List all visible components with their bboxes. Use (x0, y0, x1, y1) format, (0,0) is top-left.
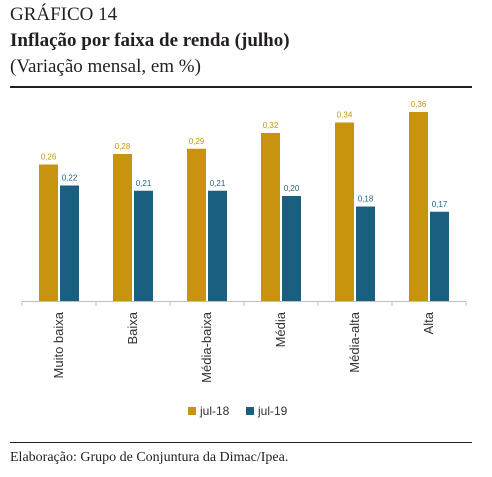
value-label-jul-19-1: 0,21 (136, 179, 152, 188)
bar-jul-18-2 (187, 148, 206, 301)
value-label-jul-19-3: 0,20 (284, 184, 300, 193)
value-labels-group: 0,26 0,22 0,28 0,21 0,29 0,21 0,32 0,20 0,34 0,18… (41, 100, 448, 209)
chart-subtitle: (Variação mensal, em %) (10, 56, 201, 77)
legend-swatch-jul-19 (246, 407, 254, 415)
category-label: Alta (421, 311, 436, 334)
bar-jul-19-0 (60, 185, 79, 301)
category-label: Média-alta (347, 311, 362, 372)
bar-jul-19-2 (208, 190, 227, 301)
bottom-rule (10, 442, 472, 443)
value-label-jul-19-5: 0,17 (432, 200, 448, 209)
value-label-jul-18-4: 0,34 (337, 111, 353, 120)
bar-jul-18-5 (409, 112, 428, 301)
x-axis-ticks (21, 301, 467, 306)
bar-jul-18-4 (335, 122, 354, 301)
value-label-jul-18-2: 0,29 (189, 137, 205, 146)
bar-jul-18-0 (39, 164, 58, 301)
bar-jul-19-1 (134, 190, 153, 301)
top-rule (10, 86, 472, 88)
category-label: Muito baixa (51, 311, 66, 378)
chart-title: Inflação por faixa de renda (julho) (10, 30, 290, 51)
value-label-jul-18-3: 0,32 (263, 121, 279, 130)
source-note: Elaboração: Grupo de Conjuntura da Dimac… (10, 450, 289, 465)
bars-group (39, 112, 449, 301)
legend-label-jul-19: jul-19 (257, 404, 288, 418)
value-label-jul-19-0: 0,22 (62, 174, 78, 183)
category-label: Baixa (125, 311, 140, 344)
bar-jul-18-3 (261, 133, 280, 301)
value-label-jul-18-5: 0,36 (411, 100, 427, 109)
legend-swatch-jul-18 (188, 407, 196, 415)
category-label: Média-baixa (199, 311, 214, 383)
figure-label: GRÁFICO 14 (10, 4, 118, 25)
value-label-jul-18-1: 0,28 (115, 142, 131, 151)
bar-jul-18-1 (113, 154, 132, 301)
bar-jul-19-5 (430, 211, 449, 301)
value-label-jul-19-4: 0,18 (358, 195, 374, 204)
bar-chart: 0,26 0,22 0,28 0,21 0,29 0,21 0,32 0,20 0,34 0,18… (21, 100, 467, 418)
bar-jul-19-4 (356, 206, 375, 301)
value-label-jul-18-0: 0,26 (41, 153, 57, 162)
bar-jul-19-3 (282, 196, 301, 301)
legend: jul-18 jul-19 (188, 404, 288, 418)
value-label-jul-19-2: 0,21 (210, 179, 226, 188)
category-labels-group: Muito baixa Baixa Média-baixa Média Média-al… (51, 311, 436, 383)
legend-label-jul-18: jul-18 (199, 404, 230, 418)
category-label: Média (273, 311, 288, 347)
